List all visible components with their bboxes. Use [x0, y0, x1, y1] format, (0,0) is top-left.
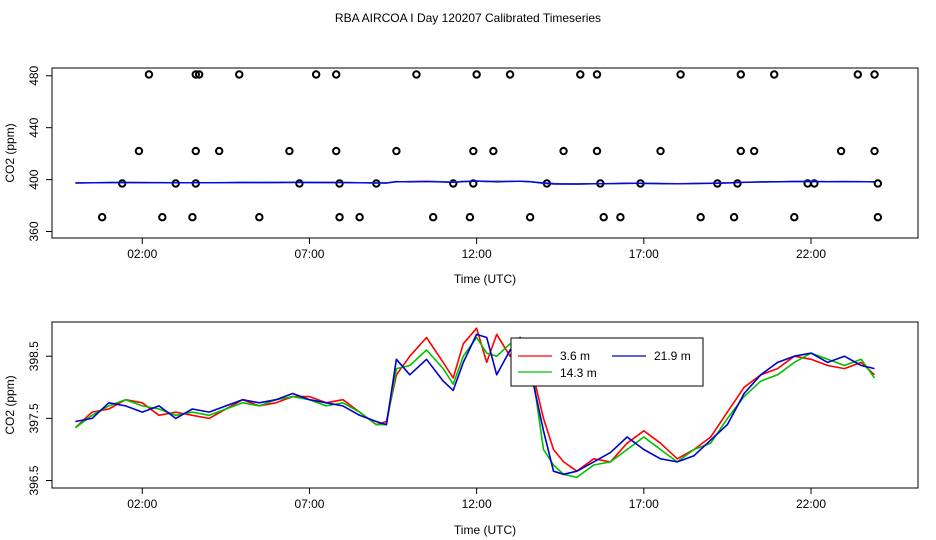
flag-point — [469, 179, 478, 188]
flag-point — [770, 70, 779, 79]
flag-point — [134, 146, 144, 156]
flag-point — [853, 70, 863, 79]
flag-point — [465, 213, 475, 222]
flag-point — [171, 179, 180, 188]
flag-point — [472, 70, 481, 79]
top-series-lines — [75, 180, 875, 185]
flag-point — [191, 146, 200, 156]
flag-point — [733, 179, 742, 188]
flag-point — [592, 146, 602, 156]
flag-point — [656, 146, 665, 156]
flag-point — [194, 70, 204, 79]
top-y-axis: 360 400 440 480 — [27, 65, 53, 242]
flag-point — [332, 70, 341, 79]
legend-label-21-9m: 21.9 m — [654, 349, 691, 363]
top-panel-scatter: 02:00 07:00 12:00 17:00 22:00 360 400 440 480 T… — [3, 65, 919, 286]
flag-point — [505, 70, 515, 79]
bottom-series-lines — [74, 327, 876, 479]
flag-point — [736, 146, 745, 156]
flag-point — [870, 146, 879, 156]
flag-point — [214, 146, 224, 156]
y-tick-label: 397.5 — [27, 403, 41, 433]
y-tick-label: 400 — [27, 169, 41, 189]
flag-point — [870, 70, 879, 79]
y-tick-label: 398.5 — [27, 341, 41, 371]
x-tick-label: 07:00 — [294, 497, 324, 511]
series-line — [74, 336, 876, 479]
legend-label-14-3m: 14.3 m — [560, 366, 597, 380]
bottom-y-axis: 396.5 397.5 398.5 — [27, 341, 53, 496]
flag-point — [873, 179, 883, 188]
flag-point — [469, 146, 478, 156]
x-tick-label: 22:00 — [796, 497, 826, 511]
flag-point — [295, 179, 304, 188]
legend-box — [510, 337, 704, 387]
flag-point — [335, 213, 344, 222]
flag-point — [335, 179, 344, 188]
x-tick-label: 02:00 — [127, 247, 157, 261]
flag-point — [355, 213, 364, 222]
flag-point — [392, 146, 401, 156]
top-y-axis-label: CO2 (ppm) — [3, 123, 17, 182]
bottom-x-axis: 02:00 07:00 12:00 17:00 22:00 — [127, 487, 826, 511]
x-tick-label: 12:00 — [462, 497, 492, 511]
x-tick-label: 07:00 — [294, 247, 324, 261]
flag-point — [428, 213, 438, 222]
flag-point — [729, 213, 739, 222]
flag-point — [118, 179, 127, 188]
flag-point — [489, 146, 498, 156]
top-x-axis-label: Time (UTC) — [454, 272, 516, 286]
x-tick-label: 02:00 — [127, 497, 157, 511]
series-line — [75, 333, 875, 476]
flag-point — [810, 179, 819, 188]
x-tick-label: 12:00 — [462, 247, 492, 261]
y-tick-label: 360 — [27, 221, 41, 241]
top-plot-frame — [51, 67, 919, 239]
flag-point — [836, 146, 846, 156]
flag-point — [749, 146, 759, 156]
x-tick-label: 17:00 — [629, 497, 659, 511]
bottom-panel-lines: 02:00 07:00 12:00 17:00 22:00 396.5 397.5 398.… — [3, 321, 919, 537]
flag-point — [311, 70, 321, 79]
y-tick-label: 480 — [27, 65, 41, 85]
flag-point — [525, 213, 535, 222]
flag-point — [188, 213, 197, 222]
legend-label-3-6m: 3.6 m — [560, 349, 590, 363]
flag-point — [412, 70, 421, 79]
flag-point — [158, 213, 167, 222]
flag-point — [599, 213, 608, 222]
flag-point — [616, 213, 625, 222]
flag-point — [255, 213, 264, 222]
flag-point — [676, 70, 685, 79]
bottom-y-axis-label: CO2 (ppm) — [3, 375, 17, 434]
x-tick-label: 22:00 — [796, 247, 826, 261]
flag-point — [559, 146, 568, 156]
flag-point — [790, 213, 799, 222]
bottom-plot-frame — [51, 321, 919, 489]
top-series-line — [75, 180, 875, 185]
flag-point — [449, 179, 458, 188]
bottom-x-axis-label: Time (UTC) — [454, 523, 516, 537]
series-line — [74, 327, 876, 473]
flag-point — [576, 70, 585, 79]
y-tick-label: 440 — [27, 117, 41, 137]
flag-point — [736, 70, 745, 79]
flag-point — [144, 70, 154, 79]
y-tick-label: 396.5 — [27, 465, 41, 495]
top-x-axis: 02:00 07:00 12:00 17:00 22:00 — [127, 237, 826, 261]
flag-point — [285, 146, 294, 156]
flag-point — [332, 146, 341, 156]
flag-point — [191, 70, 200, 79]
x-tick-label: 17:00 — [629, 247, 659, 261]
flag-point — [235, 70, 244, 79]
flag-point — [592, 70, 602, 79]
flag-point — [97, 213, 107, 222]
figure-title: RBA AIRCOA I Day 120207 Calibrated Times… — [335, 11, 601, 25]
flag-point — [696, 213, 705, 222]
flag-point — [873, 213, 883, 222]
legend: 3.6 m 14.3 m 21.9 m — [510, 337, 704, 387]
flag-points — [97, 70, 883, 222]
